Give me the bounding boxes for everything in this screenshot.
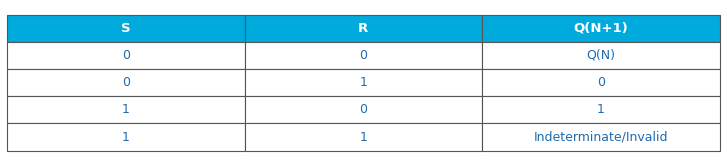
Bar bbox=[244, 15, 482, 42]
Bar bbox=[482, 96, 720, 123]
Bar bbox=[7, 15, 244, 42]
Bar bbox=[482, 123, 720, 151]
Bar bbox=[7, 42, 244, 69]
Bar bbox=[7, 69, 244, 96]
Text: S: S bbox=[121, 22, 131, 35]
Text: Indeterminate/Invalid: Indeterminate/Invalid bbox=[534, 131, 668, 144]
Bar bbox=[482, 69, 720, 96]
Bar bbox=[244, 96, 482, 123]
Text: Q(N): Q(N) bbox=[586, 49, 615, 62]
Text: 1: 1 bbox=[597, 103, 605, 116]
Bar bbox=[7, 96, 244, 123]
Bar bbox=[482, 42, 720, 69]
Text: 1: 1 bbox=[122, 131, 130, 144]
Text: 1: 1 bbox=[122, 103, 130, 116]
Bar bbox=[482, 15, 720, 42]
Text: 0: 0 bbox=[359, 103, 367, 116]
Text: 1: 1 bbox=[359, 76, 367, 89]
Text: 1: 1 bbox=[359, 131, 367, 144]
Text: Q(N+1): Q(N+1) bbox=[574, 22, 628, 35]
Text: 0: 0 bbox=[122, 76, 130, 89]
Bar bbox=[244, 69, 482, 96]
Text: 0: 0 bbox=[122, 49, 130, 62]
Text: R: R bbox=[358, 22, 369, 35]
Bar bbox=[7, 123, 244, 151]
Bar bbox=[244, 42, 482, 69]
Text: 0: 0 bbox=[597, 76, 605, 89]
Bar bbox=[244, 123, 482, 151]
Text: 0: 0 bbox=[359, 49, 367, 62]
